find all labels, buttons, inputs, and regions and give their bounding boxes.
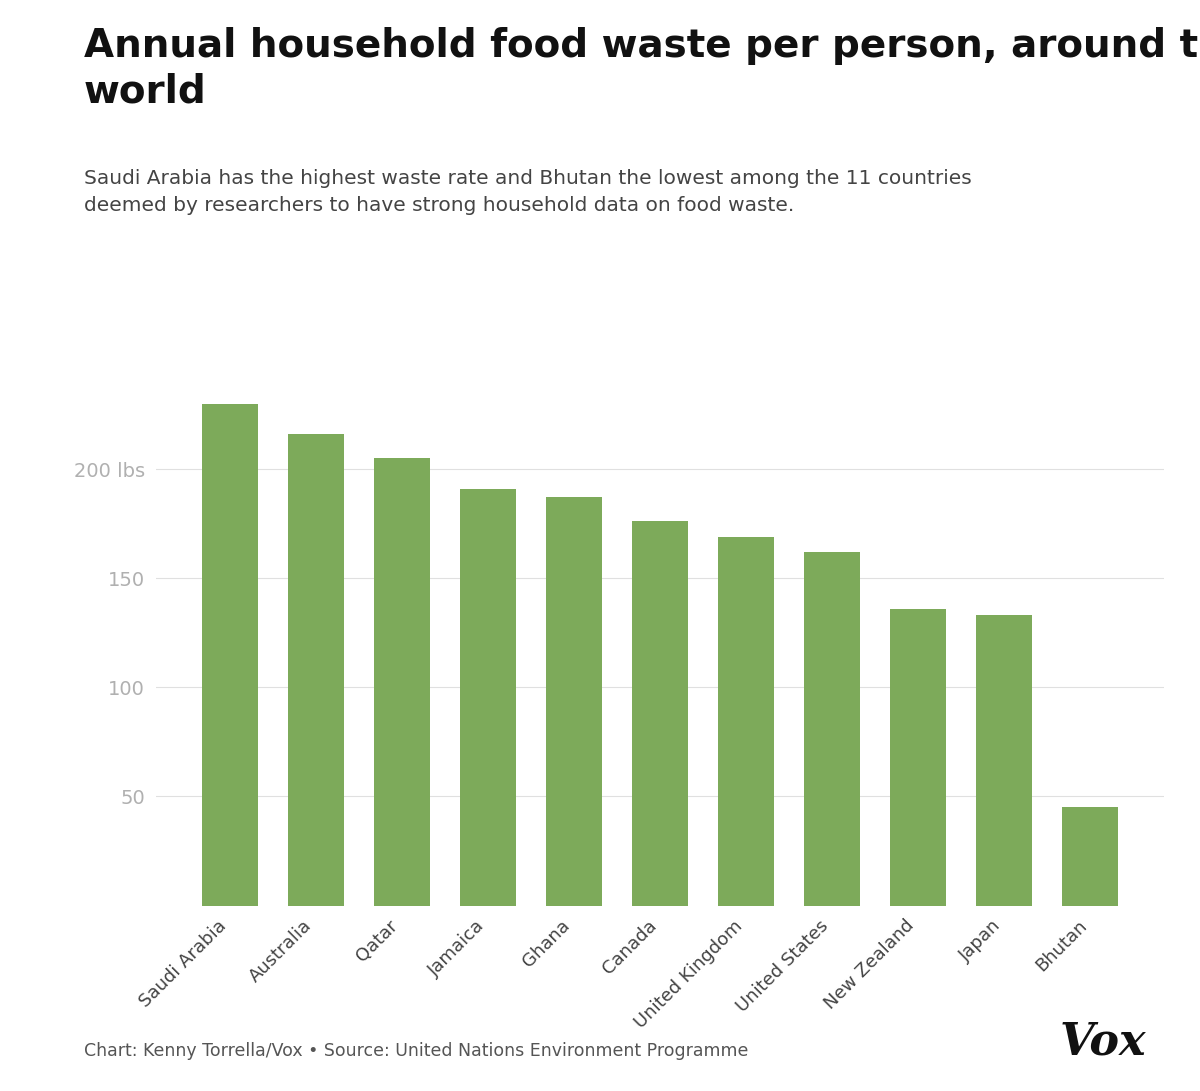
Bar	[374, 458, 430, 906]
Text: Vox: Vox	[1060, 1021, 1146, 1064]
Text: Saudi Arabia has the highest waste rate and Bhutan the lowest among the 11 count: Saudi Arabia has the highest waste rate …	[84, 169, 972, 215]
Bar	[288, 434, 343, 906]
Bar	[977, 615, 1032, 906]
Bar	[460, 489, 516, 906]
Bar	[546, 497, 602, 906]
Bar	[632, 521, 688, 906]
Bar	[804, 552, 860, 906]
Bar	[890, 609, 946, 906]
Bar	[718, 537, 774, 906]
Bar	[1062, 807, 1118, 906]
Bar	[202, 404, 258, 906]
Text: Annual household food waste per person, around the
world: Annual household food waste per person, …	[84, 27, 1200, 111]
Text: Chart: Kenny Torrella/Vox • Source: United Nations Environment Programme: Chart: Kenny Torrella/Vox • Source: Unit…	[84, 1043, 749, 1060]
